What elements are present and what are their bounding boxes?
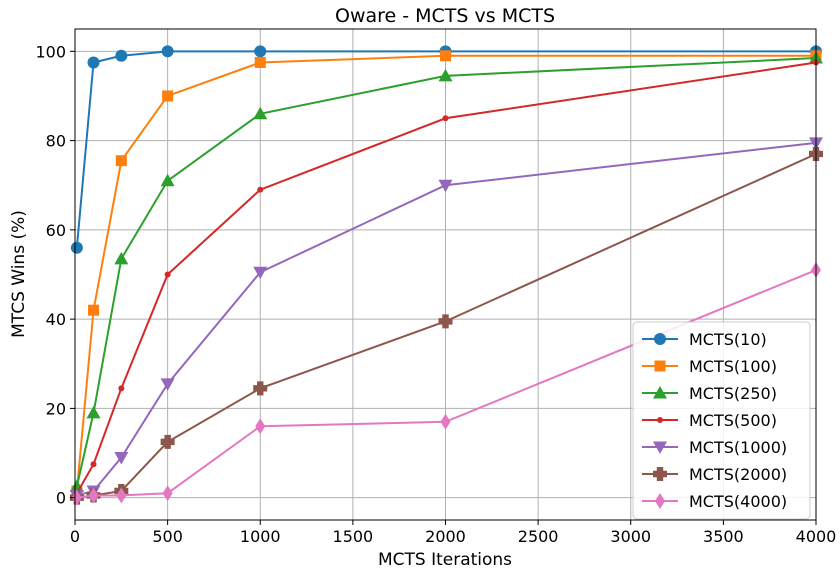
y-tick-label: 40 xyxy=(46,310,66,329)
series-MCTS(4000) xyxy=(71,262,821,506)
data-point xyxy=(162,485,173,502)
data-point xyxy=(88,304,100,316)
data-point xyxy=(160,173,175,187)
data-point xyxy=(71,489,82,506)
data-point xyxy=(438,179,453,193)
legend-item: MCTS(500) xyxy=(642,411,777,430)
chart-title: Oware - MCTS vs MCTS xyxy=(335,5,555,27)
data-point xyxy=(90,461,97,468)
series-group xyxy=(69,45,823,506)
data-point xyxy=(253,106,268,120)
grid xyxy=(74,29,817,520)
data-point xyxy=(442,115,449,122)
data-point xyxy=(440,50,451,62)
y-tick-label: 100 xyxy=(35,42,66,61)
data-point xyxy=(253,266,268,280)
y-tick-label: 20 xyxy=(46,399,66,418)
x-tick-label: 2500 xyxy=(518,527,559,546)
data-point xyxy=(87,56,100,69)
data-point xyxy=(86,405,101,419)
data-point xyxy=(70,241,83,254)
x-tick-label: 3500 xyxy=(703,527,744,546)
legend-item: MCTS(10) xyxy=(642,330,767,349)
series-MCTS(250) xyxy=(69,51,823,493)
legend-label: MCTS(500) xyxy=(689,411,777,430)
data-point xyxy=(254,56,266,68)
data-point xyxy=(160,378,175,391)
x-axis-label: MCTS Iterations xyxy=(378,550,512,570)
legend-box xyxy=(632,321,811,520)
legend-item: MCTS(250) xyxy=(642,384,777,403)
y-axis-ticks: 0 20 40 60 80 100 xyxy=(35,42,75,508)
legend-item: MCTS(4000) xyxy=(642,492,787,511)
y-tick-label: 80 xyxy=(46,132,66,151)
data-point xyxy=(257,186,264,193)
legend-item: MCTS(100) xyxy=(642,357,777,376)
legend: MCTS(10) MCTS(100) MCTS(250) MCTS(500) MCTS(… xyxy=(632,321,811,520)
x-axis-ticks: 0 500 1000 1500 2000 2500 3000 3500 4000 xyxy=(70,520,836,546)
legend-label: MCTS(4000) xyxy=(689,492,787,511)
x-tick-label: 1500 xyxy=(333,527,374,546)
data-point xyxy=(160,434,175,449)
legend-item: MCTS(1000) xyxy=(642,438,787,457)
y-tick-label: 0 xyxy=(56,489,66,508)
y-tick-label: 60 xyxy=(46,221,66,240)
data-point xyxy=(253,381,268,396)
x-tick-label: 2000 xyxy=(425,527,466,546)
legend-marker xyxy=(653,467,667,481)
data-point xyxy=(88,487,99,504)
x-tick-label: 3000 xyxy=(610,527,651,546)
data-point xyxy=(114,251,129,265)
legend-label: MCTS(250) xyxy=(689,384,777,403)
legend-item: MCTS(2000) xyxy=(642,465,787,484)
data-point xyxy=(118,385,125,392)
legend-marker xyxy=(654,360,666,372)
data-point xyxy=(161,45,174,58)
data-point xyxy=(114,452,129,465)
legend-marker xyxy=(654,333,666,345)
data-point xyxy=(116,487,127,504)
x-tick-label: 1000 xyxy=(240,527,281,546)
data-point xyxy=(162,90,174,102)
data-point xyxy=(254,45,267,58)
data-point xyxy=(438,68,453,82)
data-point xyxy=(440,413,451,430)
legend-marker xyxy=(655,493,665,509)
legend-label: MCTS(100) xyxy=(689,357,777,376)
legend-label: MCTS(2000) xyxy=(689,465,787,484)
legend-label: MCTS(1000) xyxy=(689,438,787,457)
x-tick-label: 4000 xyxy=(796,527,837,546)
legend-marker xyxy=(653,441,667,454)
legend-marker xyxy=(657,417,663,423)
y-axis-label: MTCS Wins (%) xyxy=(9,210,29,338)
x-tick-label: 0 xyxy=(70,527,80,546)
legend-label: MCTS(10) xyxy=(689,330,767,349)
data-point xyxy=(164,271,171,278)
data-point xyxy=(438,314,453,329)
data-point xyxy=(115,155,127,167)
x-tick-label: 500 xyxy=(152,527,183,546)
data-point xyxy=(115,49,128,62)
legend-marker xyxy=(653,386,667,399)
data-point xyxy=(255,418,266,435)
